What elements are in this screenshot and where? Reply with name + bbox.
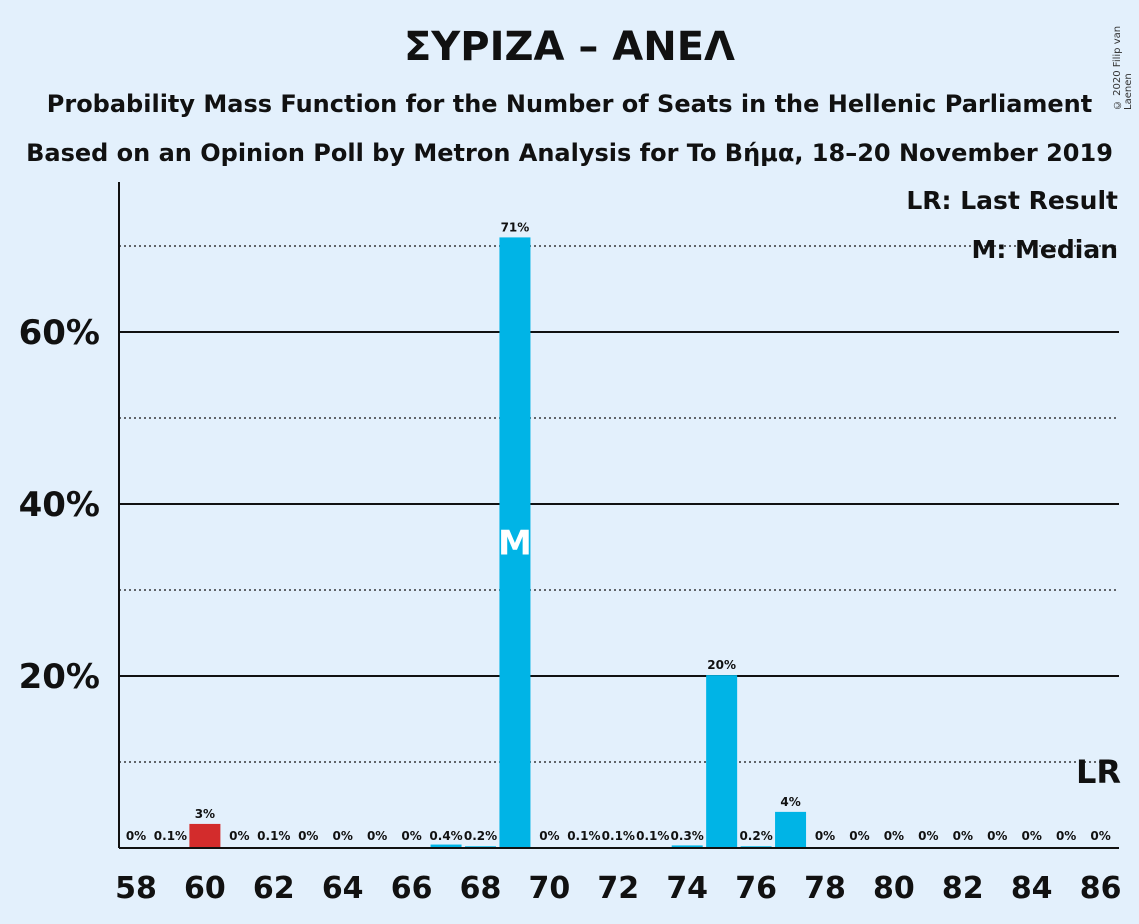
bar-label: 0% [815,829,835,843]
bar-labels: 0% 0.1%3%0% 0.1% 0% 0% 0% 0% 0.4% 0.2%71%0% 0.1% 0… [126,220,1111,843]
bar-label: 0% [884,829,904,843]
chart-subtitle-1: Probability Mass Function for the Number… [46,90,1093,118]
bar-label: 0% [333,829,353,843]
bar-label: 0.1% [257,829,290,843]
bar-label: 0% [539,829,559,843]
bar-label: 20% [707,658,736,672]
x-tick-label: 76 [735,871,777,906]
grid-lines [119,245,1119,763]
x-tick-label: 62 [253,871,295,906]
bar-label: 0% [298,829,318,843]
bar-label: 0.1% [154,829,187,843]
bar-label: 0% [367,829,387,843]
legend-last-result: LR: Last Result [906,186,1118,215]
x-tick-label: 60 [184,871,226,906]
bar-seat-69 [499,237,531,848]
x-tick-label: 72 [597,871,639,906]
legend-median: M: Median [971,235,1118,264]
bar-label: 0% [918,829,938,843]
bar-label: 0% [953,829,973,843]
tick-labels: 58 60 62 64 66 68 70 72 74 76 78 80 82 84 86 20% 40% 60% [19,313,1122,906]
bar-label: 0.1% [602,829,635,843]
bar-label: 0.3% [671,829,704,843]
bar-label: 0% [1090,829,1110,843]
chart-subtitle-2: Based on an Opinion Poll by Metron Analy… [26,139,1113,167]
bar-seat-67 [430,844,462,848]
x-tick-label: 68 [460,871,502,906]
x-tick-label: 84 [1011,871,1053,906]
bar-label: 0% [1022,829,1042,843]
x-tick-label: 78 [804,871,846,906]
axes [118,182,1119,849]
bar-label: 4% [780,795,800,809]
x-tick-label: 82 [942,871,984,906]
x-tick-label: 86 [1080,871,1122,906]
bar-seat-74 [671,845,703,848]
bar-label: 0% [1056,829,1076,843]
bar-label: 0% [849,829,869,843]
x-tick-label: 66 [391,871,433,906]
bar-label: 0% [126,829,146,843]
bar-seat-77 [775,811,807,848]
y-tick-label: 60% [19,313,100,353]
x-tick-label: 80 [873,871,915,906]
bar-label: 0.1% [567,829,600,843]
bars [154,237,807,848]
median-marker: M [498,524,532,564]
bar-label: 0.1% [636,829,669,843]
bar-seat-75 [706,675,738,848]
bar-label: 0% [229,829,249,843]
y-tick-label: 20% [19,657,100,697]
markers: M LR [498,524,1121,791]
bar-label: 0.2% [464,829,497,843]
bar-label: 3% [195,807,215,821]
chart-title: ΣΥΡΙΖΑ – ΑΝΕΛ [403,24,735,70]
x-tick-label: 74 [666,871,708,906]
x-tick-label: 70 [529,871,571,906]
last-result-marker: LR [1076,753,1121,791]
x-tick-label: 58 [115,871,157,906]
y-tick-label: 40% [19,485,100,525]
bar-seat-60 [189,823,221,848]
x-tick-label: 64 [322,871,364,906]
bar-label: 0% [401,829,421,843]
bar-label: 0.2% [739,829,772,843]
bar-label: 71% [501,220,530,234]
bar-label: 0% [987,829,1007,843]
bar-label: 0.4% [429,829,462,843]
